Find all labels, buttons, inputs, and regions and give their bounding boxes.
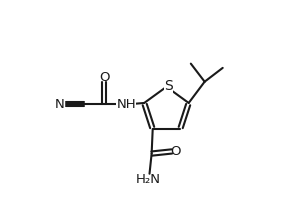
Text: H₂N: H₂N bbox=[136, 172, 161, 186]
Text: N: N bbox=[55, 98, 65, 110]
Text: O: O bbox=[99, 71, 109, 84]
Text: O: O bbox=[170, 145, 181, 158]
Text: NH: NH bbox=[116, 98, 136, 110]
Text: S: S bbox=[164, 79, 172, 93]
